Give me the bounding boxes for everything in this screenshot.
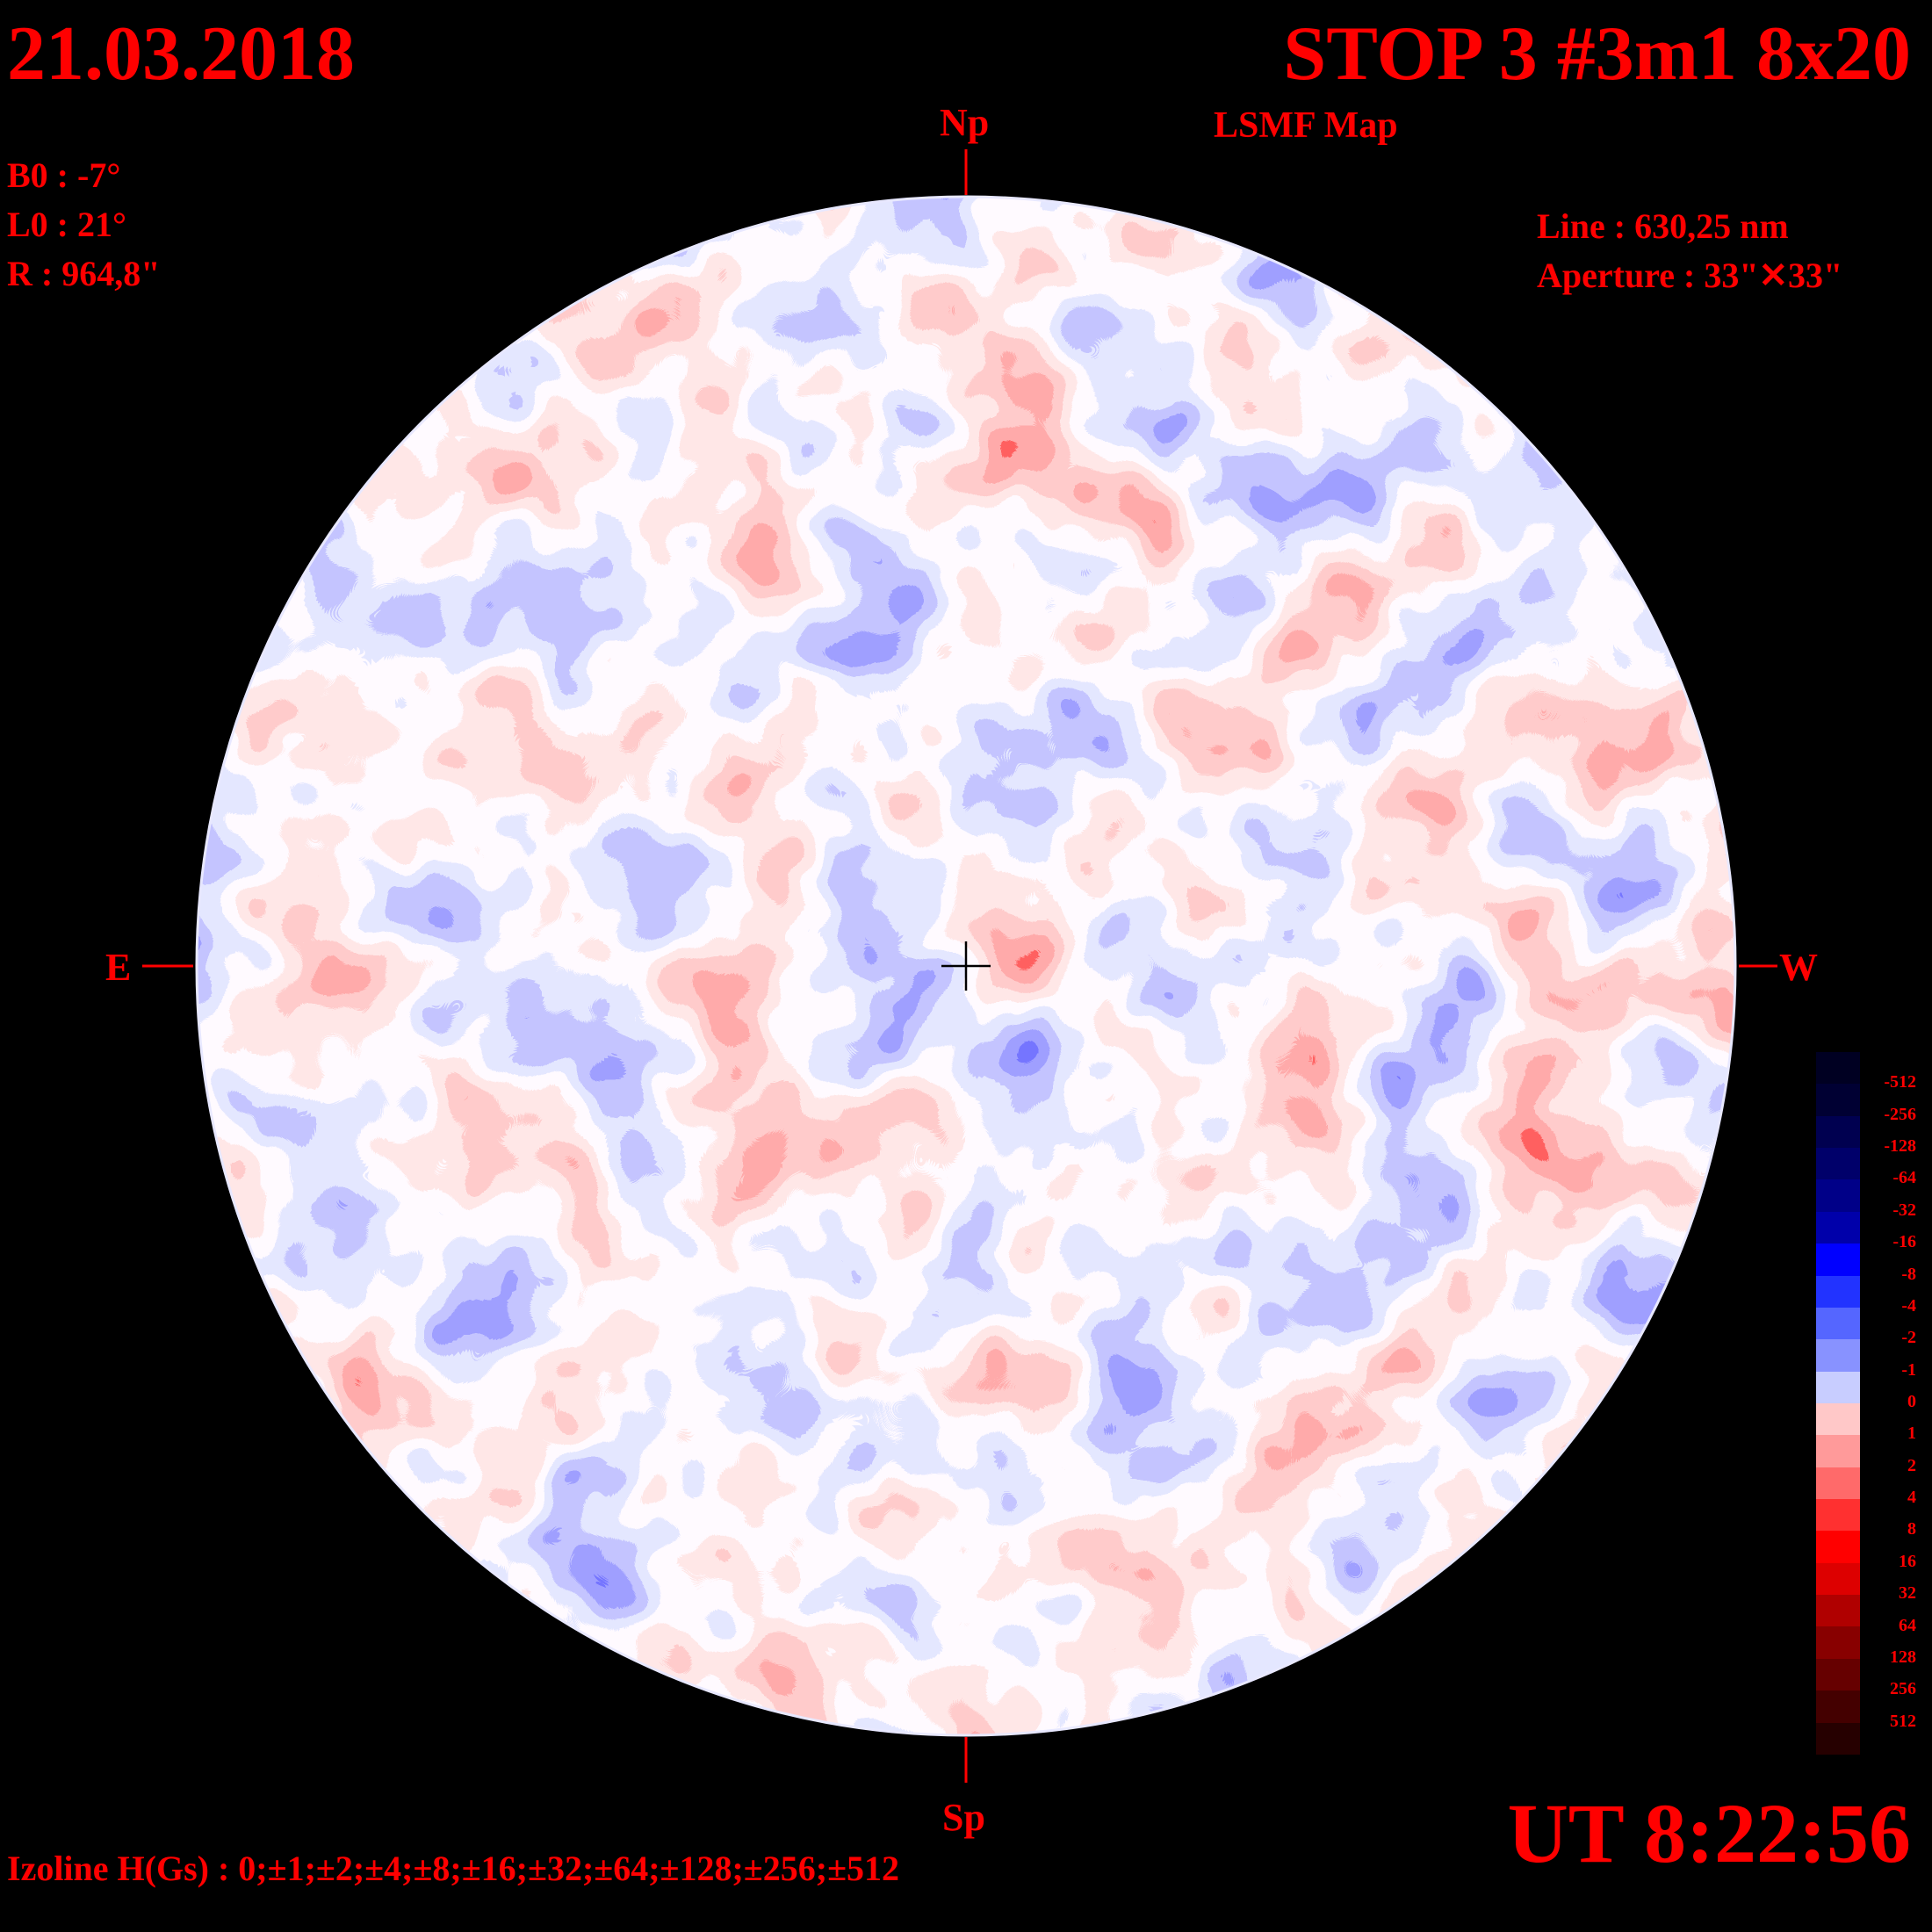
aperture: Aperture : 33"✕33" [1537,256,1843,295]
legend-label: 2 [1907,1455,1916,1475]
legend-swatch [1816,1339,1860,1372]
legend-label: 1 [1907,1424,1916,1444]
legend-label: -32 [1892,1200,1916,1220]
spectral-line: Line : 630,25 nm [1537,206,1789,246]
legend-swatch [1816,1562,1860,1596]
map-title: STOP 3 #3m1 8x20 [1283,11,1911,97]
l0-parameter: L0 : 21° [7,205,126,244]
legend-label: -128 [1884,1136,1916,1157]
map-subtitle: LSMF Map [1214,105,1398,146]
observation-time: UT 8:22:56 [1507,1786,1911,1880]
legend-swatch [1816,1690,1860,1723]
legend-label: 128 [1890,1647,1916,1667]
legend-swatch [1816,1626,1860,1659]
legend-swatch [1816,1179,1860,1212]
legend-swatch [1816,1722,1860,1755]
legend-swatch [1816,1595,1860,1627]
isoline-levels: Izoline H(Gs) : 0;±1;±2;±4;±8;±16;±32;±6… [7,1849,900,1888]
legend-label: -256 [1884,1104,1916,1124]
legend-swatch [1816,1244,1860,1276]
color-scale-bar [1816,1052,1860,1755]
legend-swatch [1816,1275,1860,1308]
legend-swatch [1816,1402,1860,1436]
legend-label: 32 [1899,1583,1916,1604]
east-label: E [105,946,132,989]
b0-parameter: B0 : -7° [7,155,121,195]
legend-swatch [1816,1115,1860,1149]
legend-label: 4 [1907,1488,1916,1508]
south-label: Sp [942,1796,985,1839]
legend-label: 256 [1890,1679,1916,1699]
observation-date: 21.03.2018 [7,11,355,97]
legend-label: -4 [1901,1295,1916,1316]
legend-label: 16 [1899,1551,1916,1571]
legend-swatch [1816,1084,1860,1116]
legend-label: -1 [1901,1359,1916,1380]
legend-label: -2 [1901,1328,1916,1348]
legend-label: -8 [1901,1264,1916,1284]
west-label: W [1779,946,1818,989]
legend-swatch [1816,1658,1860,1691]
legend-swatch [1816,1371,1860,1403]
legend-label: 0 [1907,1392,1916,1411]
legend-label: -512 [1884,1072,1916,1092]
north-label: Np [940,101,990,144]
legend-swatch [1816,1211,1860,1244]
legend-swatch [1816,1531,1860,1563]
legend-swatch [1816,1307,1860,1340]
legend-label: 8 [1907,1519,1916,1539]
legend-swatch [1816,1435,1860,1467]
legend-label: -16 [1892,1232,1916,1252]
legend-swatch [1816,1052,1860,1085]
legend-swatch [1816,1148,1860,1180]
radius-parameter: R : 964,8" [7,254,161,293]
legend-label: 512 [1890,1711,1916,1731]
legend-swatch [1816,1499,1860,1532]
legend-label: 64 [1899,1615,1916,1635]
legend-label: -64 [1892,1168,1916,1188]
disk-limb [195,195,1737,1737]
legend-swatch [1816,1467,1860,1500]
